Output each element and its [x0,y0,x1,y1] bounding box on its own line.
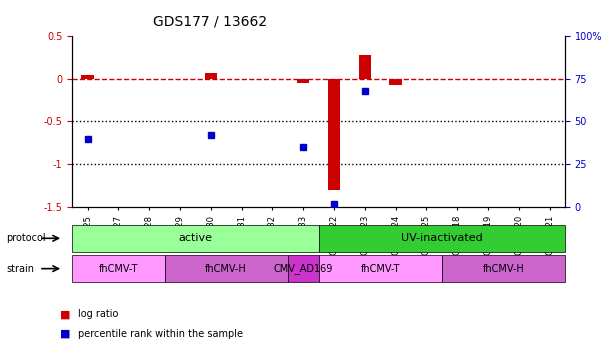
Text: percentile rank within the sample: percentile rank within the sample [78,329,243,339]
Text: protocol: protocol [6,233,46,243]
Text: ■: ■ [60,329,70,339]
Bar [389,79,401,85]
Bar [328,79,340,190]
Text: fhCMV-T: fhCMV-T [99,263,138,274]
Bar [359,55,371,79]
Text: log ratio: log ratio [78,309,118,319]
Text: fhCMV-H: fhCMV-H [483,263,524,274]
Text: CMV_AD169: CMV_AD169 [273,263,333,274]
Text: ■: ■ [60,309,70,319]
Text: active: active [178,233,212,243]
Text: fhCMV-T: fhCMV-T [361,263,400,274]
Text: GDS177 / 13662: GDS177 / 13662 [153,14,267,28]
Bar [81,75,94,79]
Text: UV-inactivated: UV-inactivated [401,233,483,243]
Text: strain: strain [6,263,34,274]
Bar [297,79,310,83]
Text: fhCMV-H: fhCMV-H [206,263,247,274]
Bar [204,72,217,79]
